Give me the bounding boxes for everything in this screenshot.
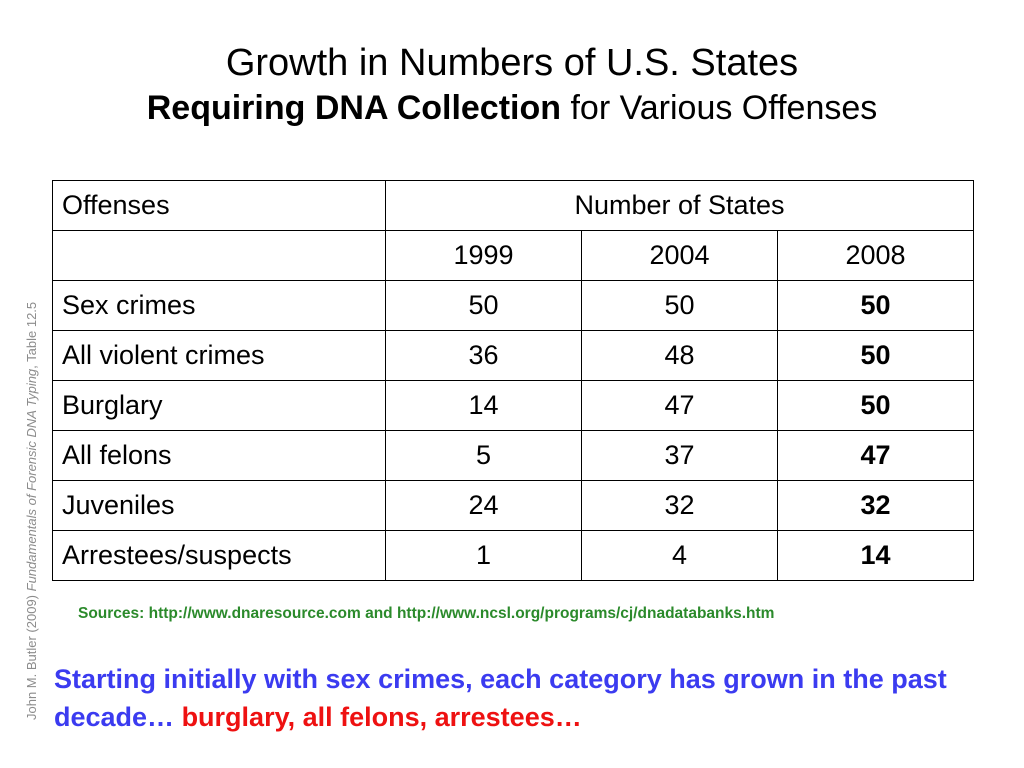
count-2008: 14 bbox=[777, 530, 974, 581]
offense-label: All violent crimes bbox=[52, 330, 386, 381]
count-1999: 24 bbox=[385, 480, 582, 531]
credit-author: John M. Butler (2009) bbox=[24, 591, 39, 720]
source-credit: John M. Butler (2009) Fundamentals of Fo… bbox=[24, 140, 39, 720]
offense-label: All felons bbox=[52, 430, 386, 481]
title-rest: for Various Offenses bbox=[561, 89, 878, 127]
title-line-1: Growth in Numbers of U.S. States bbox=[225, 42, 799, 84]
count-1999: 14 bbox=[385, 380, 582, 431]
count-2008: 50 bbox=[777, 380, 974, 431]
count-2004: 32 bbox=[581, 480, 778, 531]
count-2008: 50 bbox=[777, 280, 974, 331]
table-row: Sex crimes 50 50 50 bbox=[52, 280, 974, 331]
title-line-2: Requiring DNA Collection for Various Off… bbox=[0, 86, 1024, 130]
count-2004: 47 bbox=[581, 380, 778, 431]
year-1999: 1999 bbox=[385, 230, 582, 281]
year-row-blank bbox=[52, 230, 386, 281]
credit-table: , Table 12.5 bbox=[24, 301, 39, 369]
table-row: All felons 5 37 47 bbox=[52, 430, 974, 481]
table-row: Arrestees/suspects 1 4 14 bbox=[52, 530, 974, 581]
credit-book: Fundamentals of Forensic DNA Typing bbox=[24, 368, 39, 592]
year-2008: 2008 bbox=[777, 230, 974, 281]
dna-states-table: Offenses Number of States 1999 2004 2008… bbox=[52, 180, 974, 581]
count-2008: 50 bbox=[777, 330, 974, 381]
count-1999: 1 bbox=[385, 530, 582, 581]
table-row: Burglary 14 47 50 bbox=[52, 380, 974, 431]
title-bold-phrase: Requiring DNA Collection bbox=[146, 89, 562, 127]
count-1999: 50 bbox=[385, 280, 582, 331]
count-1999: 5 bbox=[385, 430, 582, 481]
count-1999: 36 bbox=[385, 330, 582, 381]
year-2004: 2004 bbox=[581, 230, 778, 281]
offense-label: Juveniles bbox=[52, 480, 386, 531]
count-2008: 47 bbox=[777, 430, 974, 481]
slide-title: Growth in Numbers of U.S. States Requiri… bbox=[0, 40, 1024, 130]
offense-label: Arrestees/suspects bbox=[52, 530, 386, 581]
count-2004: 48 bbox=[581, 330, 778, 381]
header-offenses: Offenses bbox=[52, 180, 386, 231]
sources-text: Sources: http://www.dnaresource.com and … bbox=[78, 605, 775, 622]
count-2004: 37 bbox=[581, 430, 778, 481]
count-2004: 4 bbox=[581, 530, 778, 581]
note-blue-text: Starting initially with sex crimes, each… bbox=[54, 664, 947, 732]
count-2004: 50 bbox=[581, 280, 778, 331]
table-row: All violent crimes 36 48 50 bbox=[52, 330, 974, 381]
table-row: Juveniles 24 32 32 bbox=[52, 480, 974, 531]
count-2008: 32 bbox=[777, 480, 974, 531]
summary-note: Starting initially with sex crimes, each… bbox=[54, 660, 1014, 736]
header-number-of-states: Number of States bbox=[385, 180, 974, 231]
header-row: Offenses Number of States bbox=[52, 180, 974, 231]
year-row: 1999 2004 2008 bbox=[52, 230, 974, 281]
offense-label: Burglary bbox=[52, 380, 386, 431]
offense-label: Sex crimes bbox=[52, 280, 386, 331]
note-red-text: burglary, all felons, arrestees… bbox=[181, 702, 582, 732]
